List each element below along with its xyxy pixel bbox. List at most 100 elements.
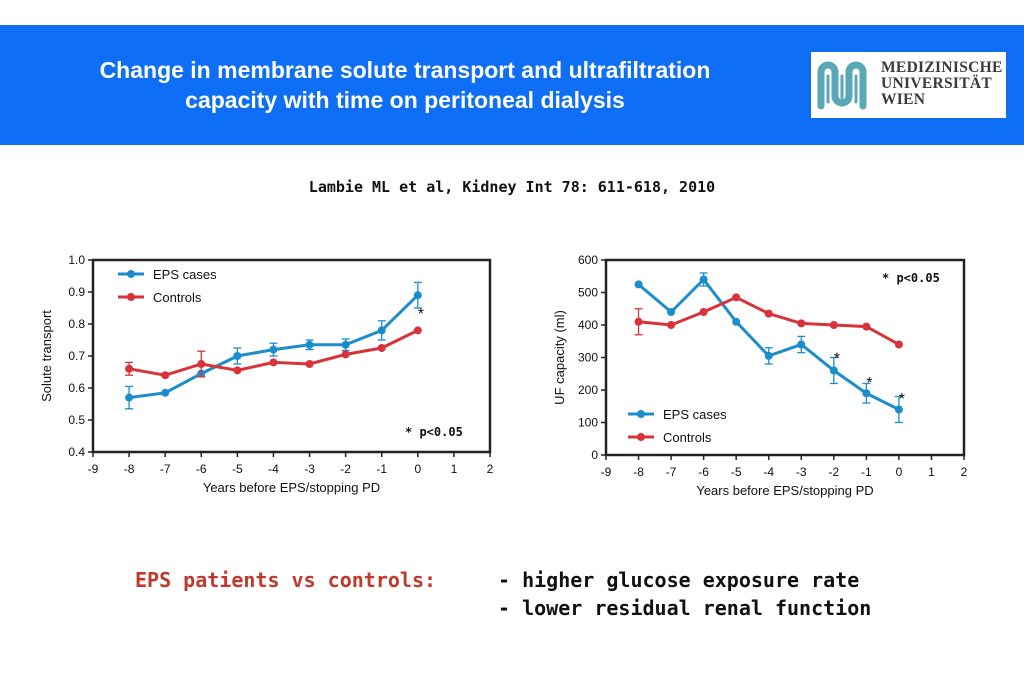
chart-right-y-tick-label: 300	[578, 351, 598, 365]
chart-left-controls-point	[377, 344, 386, 352]
chart-right-y-tick-label: 0	[591, 448, 598, 462]
chart-left-eps-point	[161, 388, 170, 397]
chart-left-controls-point	[125, 364, 134, 373]
chart-left-controls-point	[305, 360, 314, 368]
chart-right-x-tick-label: -5	[731, 465, 742, 479]
chart-left-x-tick-label: -5	[232, 462, 243, 476]
chart-left-controls-point	[197, 360, 206, 368]
chart-left-controls-point	[269, 358, 278, 367]
chart-right-controls-point	[732, 293, 741, 302]
chart-left-controls-point	[413, 326, 422, 335]
chart-right-x-tick-label: -9	[601, 465, 612, 479]
summary-point-1: - higher glucose exposure rate	[498, 568, 860, 592]
chart-right-eps-point	[862, 389, 871, 398]
chart-left-controls-point	[341, 350, 350, 359]
university-logo: MEDIZINISCHE UNIVERSITÄT WIEN	[811, 52, 1006, 118]
chart-left-y-tick-label: 0.9	[68, 285, 85, 299]
header-banner: Change in membrane solute transport and …	[0, 25, 1024, 145]
chart-right-x-tick-label: -4	[763, 465, 774, 479]
chart-right-controls-point	[862, 322, 871, 331]
chart-left-y-tick-label: 0.6	[68, 381, 85, 395]
chart-left-x-tick-label: -7	[160, 462, 171, 476]
logo-outer-stroke	[817, 61, 867, 110]
chart-left-eps-point	[377, 326, 386, 335]
chart-right-controls-point	[699, 308, 708, 316]
chart-left-x-tick-label: -3	[304, 462, 315, 476]
chart-right-controls-point	[797, 319, 806, 328]
university-logo-icon	[817, 61, 867, 110]
chart-left-y-axis-label: Solute transport	[39, 310, 54, 402]
chart-right-eps-point	[732, 317, 741, 326]
chart-left-eps-point	[125, 393, 134, 402]
chart-right-eps-point	[797, 340, 806, 349]
logo-text: MEDIZINISCHE UNIVERSITÄT WIEN	[881, 60, 1003, 108]
chart-left-y-tick-label: 0.4	[68, 445, 85, 459]
chart-right-significance-note: * p<0.05	[882, 271, 940, 285]
chart-right-eps-point	[764, 351, 773, 360]
chart-right-x-axis-label: Years before EPS/stopping PD	[696, 483, 873, 498]
chart-right-eps-point	[699, 275, 708, 284]
chart-right-eps-point	[634, 280, 643, 289]
chart-right-eps-point	[667, 308, 676, 316]
chart-right-eps-line	[637, 277, 900, 411]
chart-left-eps-point	[269, 345, 278, 354]
chart-left-significance-note: * p<0.05	[405, 425, 463, 439]
chart-right-legend-eps-label: EPS cases	[663, 407, 727, 422]
chart-right-x-tick-label: -1	[861, 465, 872, 479]
chart-left-y-tick-label: 0.5	[68, 413, 85, 427]
chart-right-y-tick-label: 200	[578, 383, 598, 397]
chart-left-significance-asterisk: *	[418, 306, 424, 323]
chart-right-significance-asterisk: *	[899, 391, 905, 408]
chart-left-x-tick-label: -1	[376, 462, 387, 476]
chart-left-x-tick-label: -8	[124, 462, 135, 476]
summary-label: EPS patients vs controls:	[135, 568, 437, 592]
summary-point-2: - lower residual renal function	[498, 596, 872, 620]
logo-line-1: MEDIZINISCHE	[881, 59, 1003, 76]
chart-right-controls-point	[894, 340, 903, 349]
page-title: Change in membrane solute transport and …	[40, 55, 770, 115]
chart-right-eps-point	[829, 366, 838, 375]
logo-inner-stroke	[826, 74, 858, 104]
chart-right-legend-controls-marker	[637, 433, 645, 441]
chart-right-controls-point	[667, 321, 676, 329]
chart-left-y-tick-label: 1.0	[68, 253, 85, 267]
chart-left-eps-point	[233, 352, 242, 360]
chart-right-x-tick-label: -6	[698, 465, 709, 479]
chart-right-y-tick-label: 600	[578, 253, 598, 267]
chart-left-x-axis-label: Years before EPS/stopping PD	[203, 480, 380, 495]
chart-left-x-tick-label: 0	[414, 462, 421, 476]
chart-right-controls-point	[764, 309, 773, 318]
chart-left-x-tick-label: -2	[340, 462, 351, 476]
chart-right-frame	[604, 258, 966, 457]
chart-left-legend-eps-label: EPS cases	[153, 267, 217, 282]
chart-left-eps-point	[413, 291, 422, 300]
chart-right-x-tick-label: 2	[961, 465, 968, 479]
title-line-1: Change in membrane solute transport and …	[99, 57, 711, 83]
chart-right-legend-eps-marker	[637, 410, 645, 418]
chart-left-x-tick-label: 1	[451, 462, 458, 476]
chart-left-controls-point	[233, 366, 242, 375]
chart-left-legend-eps-marker	[127, 270, 135, 278]
chart-left-x-tick-label: 2	[487, 462, 494, 476]
chart-right-x-tick-label: 1	[928, 465, 935, 479]
chart-left-frame	[91, 258, 492, 454]
title-line-2: capacity with time on peritoneal dialysi…	[185, 87, 625, 113]
chart-right-x-tick-label: 0	[896, 465, 903, 479]
chart-left-x-tick-label: -9	[88, 462, 99, 476]
chart-left-y-tick-label: 0.8	[68, 317, 85, 331]
chart-left-eps-point	[305, 340, 314, 349]
chart-right-y-tick-label: 100	[578, 416, 598, 430]
logo-line-3: WIEN	[881, 91, 926, 108]
chart-right-significance-asterisk: *	[834, 351, 840, 368]
chart-left-x-tick-label: -4	[268, 462, 279, 476]
chart-right-y-axis-label: UF capacity (ml)	[552, 310, 567, 405]
chart-left-legend-controls-label: Controls	[153, 290, 202, 305]
chart-right-x-tick-label: -3	[796, 465, 807, 479]
chart-left-y-tick-label: 0.7	[68, 349, 85, 363]
chart-right-significance-asterisk: *	[866, 375, 872, 392]
chart-right-x-tick-label: -7	[666, 465, 677, 479]
chart-left-controls-point	[161, 371, 170, 380]
chart-right-y-tick-label: 500	[578, 286, 598, 300]
chart-left-x-tick-label: -6	[196, 462, 207, 476]
